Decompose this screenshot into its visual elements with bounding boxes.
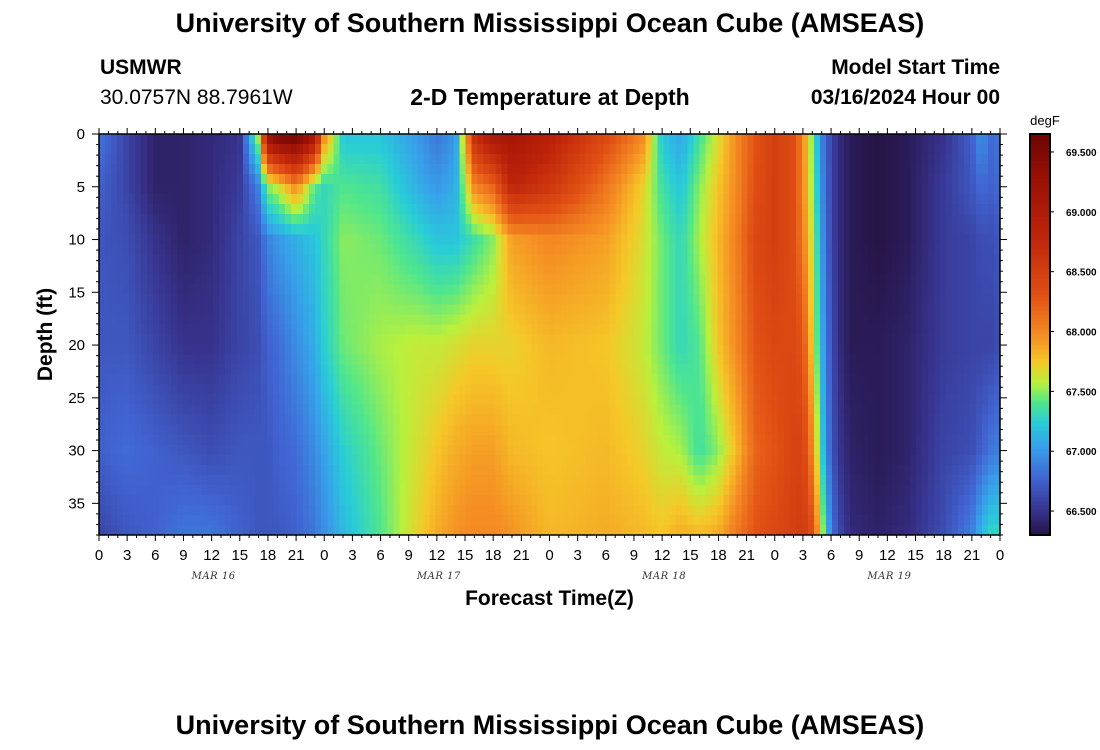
chart-subtitle: 2-D Temperature at Depth [410,84,690,110]
y-tick-label: 10 [68,232,85,249]
x-tick-label: 18 [485,547,502,564]
colorbar-tick-label: 67.500 [1066,387,1097,398]
station-name: USMWR [100,56,182,79]
date-label: MAR 19 [866,571,911,582]
x-axis-label: Forecast Time(Z) [465,587,634,610]
model-start-label: Model Start Time [831,56,1000,79]
x-tick-label: 15 [457,547,474,564]
x-tick-label: 21 [964,547,981,564]
colorbar [1030,134,1050,535]
y-tick-label: 20 [68,337,85,354]
date-label: MAR 18 [641,571,686,582]
x-tick-label: 6 [827,547,835,564]
y-tick-label: 35 [68,495,85,512]
colorbar-tick-label: 69.500 [1066,148,1097,159]
x-tick-label: 6 [602,547,610,564]
colorbar-tick-label: 67.000 [1066,447,1097,458]
x-tick-label: 0 [95,547,103,564]
date-label: MAR 17 [416,571,461,582]
x-tick-label: 9 [855,547,863,564]
y-tick-label: 30 [68,443,85,460]
y-axis-label: Depth (ft) [34,288,57,381]
x-tick-label: 21 [513,547,530,564]
x-tick-label: 3 [123,547,131,564]
x-tick-label: 9 [179,547,187,564]
heatmap [99,134,1000,535]
x-axis: 0 3 6 9 12 15 18 21 0 3 6 9 12 15 18 21 0 3 6 9 12 15 18 21 0 3 6 9… [95,128,1004,564]
x-tick-label: 3 [573,547,581,564]
date-label: MAR 16 [191,571,236,582]
x-tick-label: 15 [231,547,248,564]
x-tick-label: 15 [682,547,699,564]
page-title: University of Southern Mississippi Ocean… [175,8,925,38]
x-tick-label: 6 [151,547,159,564]
x-tick-label: 12 [429,547,446,564]
x-tick-label: 0 [996,547,1004,564]
y-tick-label: 25 [68,390,85,407]
x-tick-label: 12 [654,547,671,564]
x-tick-label: 18 [260,547,277,564]
x-tick-label: 18 [710,547,727,564]
x-tick-label: 18 [935,547,952,564]
station-coords: 30.0757N 88.7961W [100,86,293,109]
x-tick-label: 9 [630,547,638,564]
y-axis: 0 5 10 15 20 25 30 35 [68,126,1007,536]
colorbar-border [1029,133,1051,536]
x-tick-label: 0 [771,547,779,564]
temperature-depth-chart: 0 3 6 9 12 15 18 21 0 3 6 9 12 15 18 21 0 3 6 9 12 15 18 21 0 3 6 9… [34,113,1097,610]
colorbar-unit: degF [1030,113,1060,128]
x-tick-label: 15 [907,547,924,564]
x-tick-label: 21 [738,547,755,564]
colorbar-tick-label: 68.500 [1066,268,1097,279]
model-start-time: 03/16/2024 Hour 00 [810,86,1000,109]
footer-title: University of Southern Mississippi Ocean… [175,710,925,740]
x-tick-label: 12 [203,547,220,564]
x-tick-label: 3 [799,547,807,564]
x-tick-label: 0 [320,547,328,564]
y-tick-label: 15 [68,284,85,301]
x-tick-label: 0 [545,547,553,564]
colorbar-frame: 66.500 67.000 67.500 68.000 68.500 69.000 69.5… [1029,133,1097,536]
x-tick-label: 6 [376,547,384,564]
x-tick-label: 3 [348,547,356,564]
colorbar-tick-label: 66.500 [1066,507,1097,518]
colorbar-tick-label: 69.000 [1066,208,1097,219]
x-tick-label: 12 [879,547,896,564]
y-tick-label: 5 [77,179,85,196]
x-tick-label: 21 [288,547,305,564]
date-labels: MAR 16 MAR 17 MAR 18 MAR 19 [191,571,911,582]
y-tick-label: 0 [77,126,85,143]
x-tick-label: 9 [405,547,413,564]
colorbar-tick-label: 68.000 [1066,328,1097,339]
